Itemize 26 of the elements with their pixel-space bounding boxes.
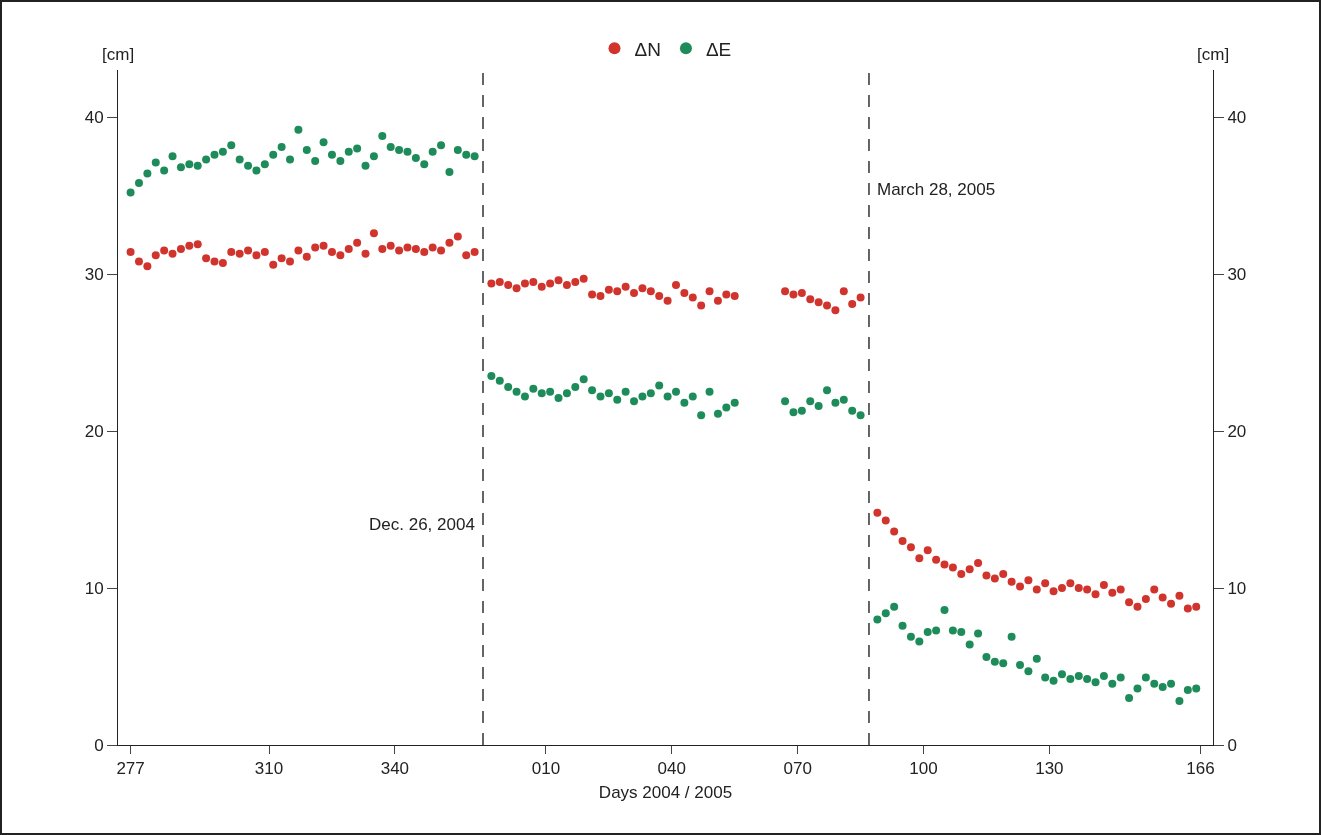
y2-tick-label: 20	[1227, 422, 1247, 441]
x-tick-label: 070	[783, 759, 812, 779]
x-tick-label: 166	[1186, 759, 1215, 779]
y2-tick-label: 40	[1227, 108, 1247, 128]
y-tick-label: 10	[84, 578, 104, 598]
x-axis-title: Days 2004 / 2005	[598, 782, 733, 802]
x-tick-label: 340	[380, 759, 410, 779]
y-axis-title: [cm]	[102, 45, 135, 64]
x-tick-label: 130	[1035, 759, 1064, 779]
legend-label: ΔE	[705, 38, 732, 60]
y2-tick-label: 10	[1227, 578, 1247, 598]
y-tick-label: 20	[84, 422, 104, 441]
x-tick-label: 040	[657, 759, 686, 779]
y2-axis-title: [cm]	[1197, 45, 1230, 64]
legend-label: ΔN	[634, 38, 661, 60]
ref-line-label: March 28, 2005	[877, 180, 996, 199]
y-tick-label: 30	[84, 265, 104, 285]
x-tick-label: 310	[254, 759, 284, 779]
ref-line-label: Dec. 26, 2004	[369, 515, 475, 534]
x-tick-label: 277	[116, 759, 145, 779]
y-tick-label: 40	[84, 108, 104, 128]
y2-tick-label: 0	[1227, 735, 1237, 755]
y2-tick-label: 30	[1227, 265, 1247, 285]
x-tick-label: 100	[909, 759, 938, 779]
x-tick-label: 010	[531, 759, 561, 779]
y-tick-label: 0	[94, 735, 104, 755]
